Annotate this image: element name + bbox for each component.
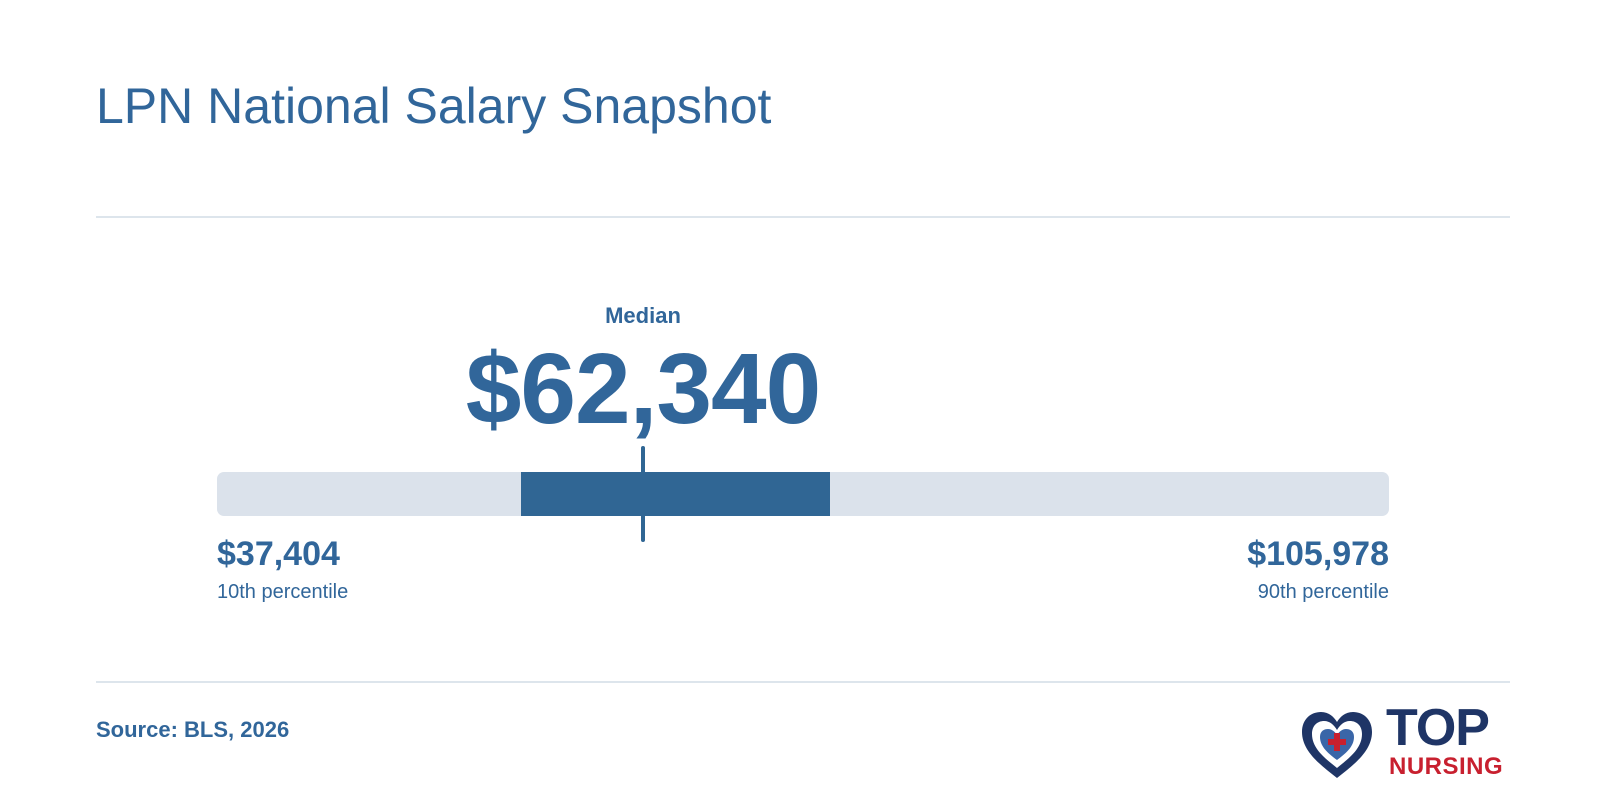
top-nursing-logo: TOP NURSING — [1298, 700, 1510, 780]
salary-middle-band — [521, 472, 831, 516]
p90-value: $105,978 — [1247, 535, 1389, 573]
source-note: Source: BLS, 2026 — [96, 717, 290, 742]
bottom-divider — [96, 681, 1510, 683]
p10-value: $37,404 — [217, 535, 340, 573]
logo-wordmark-nursing: NURSING — [1389, 753, 1504, 780]
logo-wordmark-top: TOP — [1386, 699, 1490, 757]
top-divider — [96, 216, 1510, 218]
heart-cross-icon — [1302, 712, 1372, 778]
median-marker — [641, 446, 646, 542]
p10-caption: 10th percentile — [217, 581, 349, 603]
chart-title: LPN National Salary Snapshot — [96, 78, 772, 134]
p90-caption: 90th percentile — [1257, 581, 1389, 603]
median-caption: Median — [605, 303, 681, 328]
median-value: $62,340 — [465, 333, 821, 445]
